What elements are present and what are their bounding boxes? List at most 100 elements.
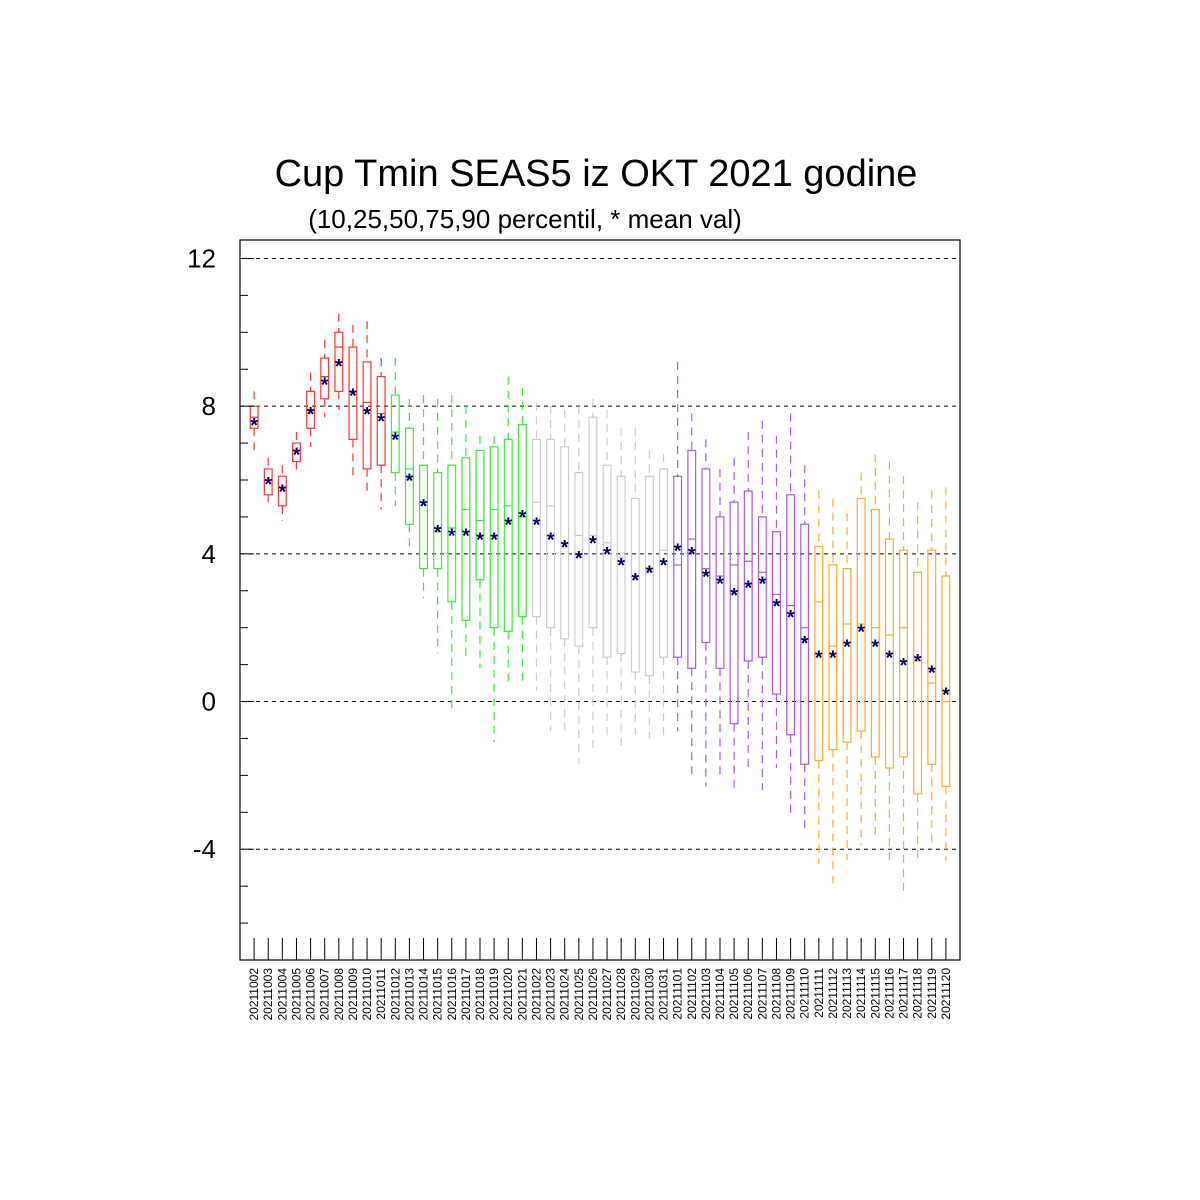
mean-marker: * [801,633,809,655]
x-tick-label: 20211008 [332,968,346,1021]
mean-marker: * [278,481,286,503]
y-tick-label: -4 [193,834,216,864]
box-iqr [842,568,852,743]
box-iqr [870,508,880,758]
box-20211107: * [757,420,767,791]
box-20211022: * [531,402,541,691]
box-20211110: * [800,465,810,835]
box-iqr [884,538,894,769]
x-tick-label: 20211026 [586,968,600,1021]
box-iqr [531,438,541,618]
x-tick-label: 20211020 [501,968,515,1021]
x-tick-label: 20211105 [727,968,741,1020]
mean-marker: * [631,570,639,592]
mean-marker: * [518,507,526,529]
box-iqr [574,472,584,647]
x-tick-label: 20211102 [685,968,699,1020]
mean-marker: * [406,470,414,492]
mean-marker: * [843,636,851,658]
mean-marker: * [293,444,301,466]
x-tick-label: 20211005 [289,968,303,1021]
box-20211106: * [743,432,753,768]
x-tick-label: 20211004 [275,968,289,1021]
box-iqr [433,472,443,570]
box-20211116: * [884,461,894,864]
box-iqr [546,438,556,629]
box-iqr [362,361,372,470]
x-tick-label: 20211025 [572,968,586,1021]
box-20211025: * [574,406,584,765]
box-20211114: * [856,472,866,846]
x-tick-label: 20211028 [614,968,628,1021]
box-iqr [503,438,513,632]
mean-marker: * [674,540,682,562]
box-20211024: * [560,409,570,732]
mean-marker: * [504,515,512,537]
box-iqr [390,394,400,474]
x-tick-label: 20211103 [699,968,713,1020]
x-tick-label: 20211019 [487,968,501,1021]
box-iqr [701,468,711,644]
x-tick-label: 20211109 [784,968,798,1020]
x-tick-label: 20211112 [826,968,840,1019]
mean-marker: * [264,474,272,496]
box-20211015: * [433,398,443,654]
box-20211029: * [630,428,640,735]
box-iqr [771,531,781,695]
boxes: * * * * * * * * * * * * * * * * * * * * * * * * * * * * * * * * * * * * * * * *… [249,313,951,898]
x-tick-label: 20211108 [769,968,783,1020]
box-iqr [404,427,414,525]
box-20211113: * [842,513,852,861]
box-iqr [630,497,640,673]
box-20211006: * [306,372,316,447]
box-20211002: * [249,391,259,451]
x-tick-label: 20211010 [360,968,374,1021]
box-iqr [489,446,499,629]
mean-marker: * [744,577,752,599]
box-iqr [729,501,739,725]
box-iqr [757,516,767,658]
mean-marker: * [815,648,823,670]
x-tick-label: 20211101 [671,968,685,1020]
gridlines [240,257,960,850]
box-iqr [644,475,654,677]
box-iqr [419,464,429,570]
box-iqr [588,416,598,629]
box-iqr [616,475,626,655]
box-iqr [263,468,273,496]
box-20211104: * [715,468,725,776]
y-tick-label: 4 [202,539,216,569]
x-tick-label: 20211015 [431,968,445,1021]
y-axis: -4 0 4 8 12 [187,243,254,924]
box-20211016: * [447,395,457,713]
box-20211007: * [320,339,330,418]
x-tick-label: 20211110 [798,968,812,1019]
mean-marker: * [377,411,385,433]
box-20211019: * [489,435,499,743]
x-tick-label: 20211007 [318,968,332,1021]
x-tick-label: 20211113 [840,968,854,1019]
x-tick-label: 20211022 [529,968,543,1021]
box-20211105: * [729,457,739,794]
x-tick-label: 20211014 [417,968,431,1021]
mean-marker: * [307,404,315,426]
mean-marker: * [533,515,541,537]
mean-marker: * [857,622,865,644]
box-20211109: * [786,413,796,816]
mean-marker: * [730,585,738,607]
x-tick-label: 20211118 [911,968,925,1019]
box-iqr [277,475,287,507]
x-tick-label: 20211012 [388,968,402,1021]
x-tick-label: 20211116 [882,968,896,1019]
box-20211111: * [814,491,824,864]
mean-marker: * [547,529,555,551]
x-tick-label: 20211120 [939,968,953,1020]
x-tick-label: 20211104 [713,968,727,1020]
box-20211103: * [701,439,711,787]
box-iqr [814,545,824,762]
box-20211020: * [503,376,513,687]
mean-marker: * [758,574,766,596]
mean-marker: * [561,537,569,559]
mean-marker: * [575,548,583,570]
x-tick-label: 20211018 [473,968,487,1021]
